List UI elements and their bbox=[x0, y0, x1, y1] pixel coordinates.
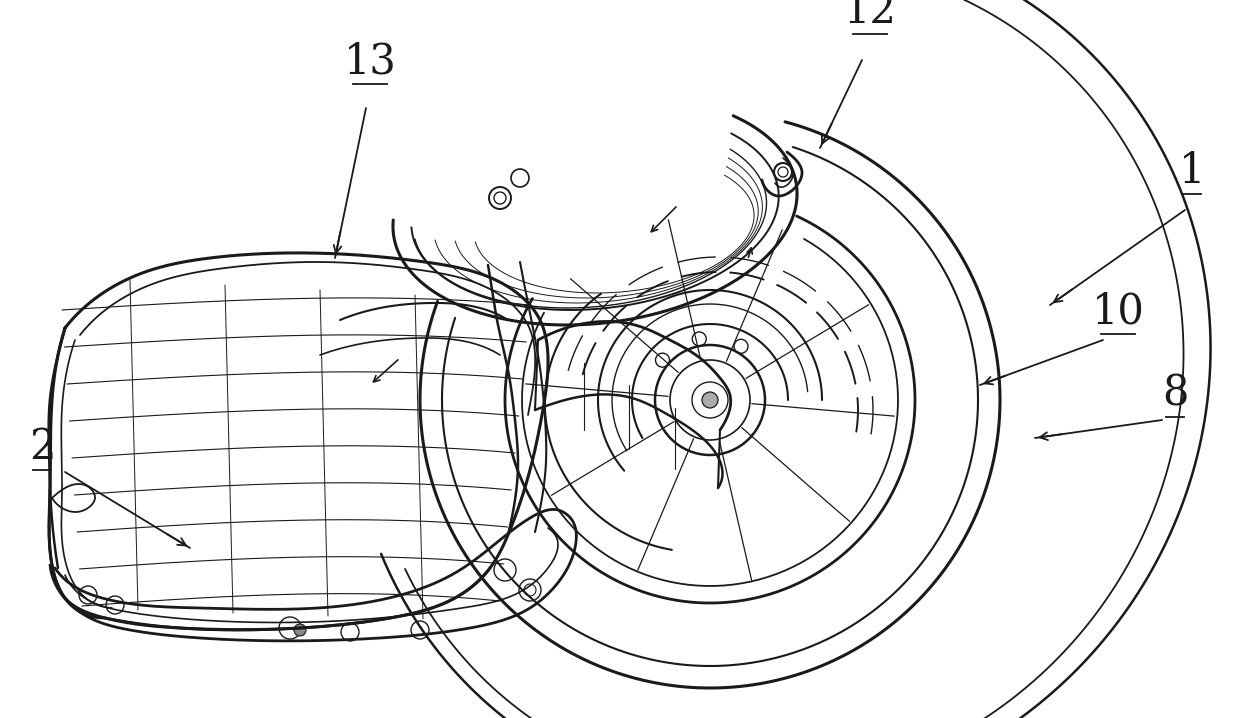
Text: 1: 1 bbox=[1179, 150, 1205, 192]
Circle shape bbox=[702, 392, 718, 408]
Text: 10: 10 bbox=[1091, 290, 1145, 332]
Text: 2: 2 bbox=[29, 426, 56, 468]
Circle shape bbox=[294, 624, 306, 636]
Text: 8: 8 bbox=[1162, 373, 1188, 415]
Text: 12: 12 bbox=[843, 0, 897, 32]
Text: 13: 13 bbox=[343, 40, 397, 82]
